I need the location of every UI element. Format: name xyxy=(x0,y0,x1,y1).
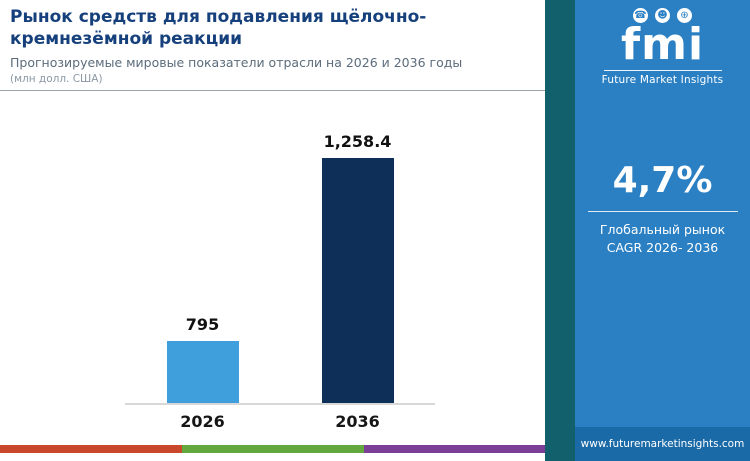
bar-value-2036: 1,258.4 xyxy=(323,132,392,151)
accent-strip xyxy=(545,0,575,461)
header-divider xyxy=(0,90,545,91)
phone-icon: ☎ xyxy=(633,8,648,23)
stripe-segment xyxy=(182,445,364,453)
brand-panel: ☎ ☻ ⊕ fmi Future Market Insights 4,7% Гл… xyxy=(575,0,750,461)
website-url: www.futuremarketinsights.com xyxy=(580,438,745,450)
bar-group-2036: 1,258.4 xyxy=(303,132,413,403)
globe-icon: ⊕ xyxy=(677,8,692,23)
logo-company-name: Future Market Insights xyxy=(601,73,724,86)
fmi-logo: ☎ ☻ ⊕ fmi Future Market Insights xyxy=(575,8,750,86)
chart-header: Рынок средств для подавления щёлочно-кре… xyxy=(10,6,535,85)
bar-rect-2036 xyxy=(321,158,394,403)
page-subtitle: Прогнозируемые мировые показатели отрасл… xyxy=(10,55,463,71)
logo-icon-row: ☎ ☻ ⊕ xyxy=(575,8,750,23)
cagr-stat: 4,7% Глобальный рынок CAGR 2026- 2036 xyxy=(575,160,750,257)
stat-divider xyxy=(587,211,738,212)
logo-wordmark: fmi xyxy=(620,19,705,70)
page-title: Рынок средств для подавления щёлочно-кре… xyxy=(10,7,427,50)
person-icon: ☻ xyxy=(655,8,670,23)
bar-value-2026: 795 xyxy=(185,315,220,334)
stat-label-market: Глобальный рынок xyxy=(599,222,726,237)
cagr-value: 4,7% xyxy=(612,160,713,201)
axis-label-2036: 2036 xyxy=(335,412,380,431)
x-axis-labels: 2026 2036 xyxy=(125,412,435,431)
chart-area: Рынок средств для подавления щёлочно-кре… xyxy=(0,6,545,453)
bar-chart: 795 1,258.4 xyxy=(125,118,435,405)
unit-note: (млн долл. США) xyxy=(10,73,103,86)
stripe-segment xyxy=(364,445,545,453)
axis-label-2026: 2026 xyxy=(180,412,225,431)
stat-label-period: CAGR 2026- 2036 xyxy=(606,240,719,256)
footer-stripe xyxy=(0,445,545,453)
logo-divider xyxy=(603,69,722,71)
website-band: www.futuremarketinsights.com xyxy=(575,427,750,461)
stripe-segment xyxy=(0,445,182,453)
bar-group-2026: 795 xyxy=(148,315,258,403)
bar-rect-2026 xyxy=(166,341,239,403)
